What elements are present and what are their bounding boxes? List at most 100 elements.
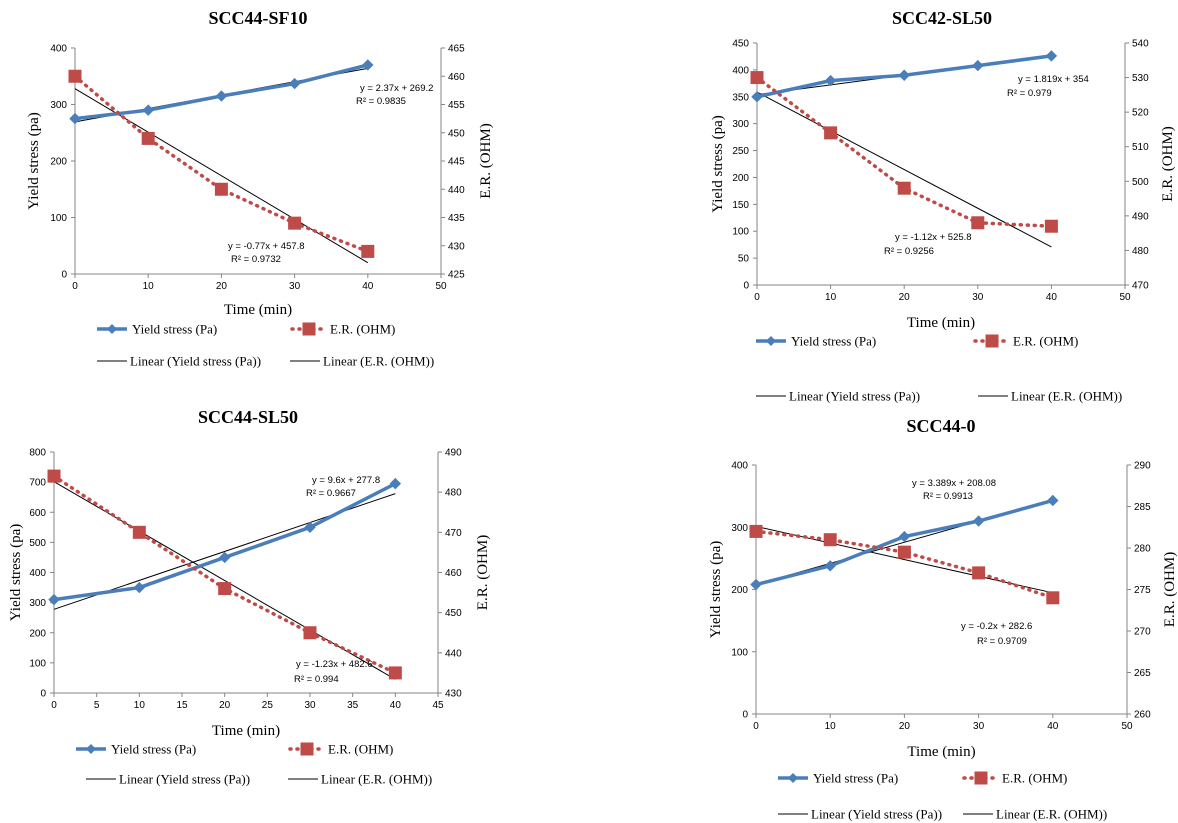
data-point-er [47,469,61,483]
y-axis-label: Yield stress (pa) [26,112,42,209]
x-tick-label: 20 [899,292,911,303]
x-tick-label: 10 [134,700,146,711]
data-point-er [303,626,317,640]
x-tick-label: 25 [262,700,274,711]
data-point-er [824,126,838,140]
y2-tick-label: 460 [445,568,462,579]
trendline-equation: y = -1.23x + 482.6 [296,659,373,670]
trendline-r2: R² = 0.9256 [884,246,934,257]
y2-axis-label: E.R. (OHM) [475,535,491,610]
chart-panel-scc44-0: SCC44-0 0 10 20 30 40 50 0 100 200 300 400 260 265 270… [660,410,1178,823]
y2-tick-label: 470 [445,528,462,539]
data-point-er [1044,219,1058,233]
x-tick-label: 20 [216,281,228,292]
data-point-yield [133,581,146,594]
y2-tick-label: 480 [445,488,462,499]
x-tick-label: 30 [972,292,984,303]
x-tick-label: 40 [1046,292,1058,303]
trendline-r2: R² = 0.9709 [977,636,1027,647]
y2-tick-label: 510 [1132,142,1149,153]
x-tick-label: 30 [304,700,316,711]
data-point-yield [972,515,985,527]
y2-tick-label: 450 [448,128,465,139]
data-point-er [972,566,986,580]
trendline-r2: R² = 0.9732 [231,254,281,265]
y2-axis-label: E.R. (OHM) [1160,126,1176,201]
legend-label-linear-yield: Linear (Yield stress (Pa)) [811,807,942,822]
trendline-r2: R² = 0.979 [1007,88,1052,99]
y2-tick-label: 260 [1134,710,1151,721]
data-point-er [361,244,375,258]
data-point-yield [48,593,60,606]
data-point-yield [750,578,762,591]
y-tick-label: 450 [732,39,749,50]
trendline-er [756,91,1052,248]
y-tick-label: 200 [50,157,67,168]
y2-tick-label: 280 [1134,544,1151,555]
x-axis-label: Time (min) [907,315,975,331]
legend-label-yield: Yield stress (Pa) [132,322,217,337]
data-point-yield [215,90,228,102]
y2-tick-label: 265 [1134,668,1151,679]
x-tick-label: 50 [435,281,447,292]
legend-label-er: E.R. (OHM) [328,742,393,757]
y2-tick-label: 285 [1134,502,1151,513]
chart-panel-scc44-sf10: SCC44-SF10 0 10 20 30 40 50 0 100 200 300 400 425 430… [0,0,560,400]
y2-axis-label: E.R. (OHM) [1162,552,1178,627]
y2-tick-label: 500 [1132,177,1149,188]
data-point-yield [898,530,911,543]
data-point-yield [1047,494,1059,507]
data-point-er [388,666,402,680]
data-point-yield [1045,50,1058,62]
y-axis-label: Yield stress (pa) [710,115,726,212]
y2-tick-label: 430 [448,241,465,252]
trendline-equation: y = 2.37x + 269.2 [360,83,433,94]
legend-label-yield: Yield stress (Pa) [791,334,876,349]
legend-marker-yield [766,336,776,346]
data-point-er [749,524,763,538]
y2-tick-label: 465 [448,44,465,55]
series-line-er [52,474,398,675]
legend-marker-er [302,322,316,336]
trendline-equation: y = 1.819x + 354 [1018,74,1089,85]
y-tick-label: 250 [732,146,749,157]
trendline-r2: R² = 0.9667 [306,488,356,499]
trendline-r2: R² = 0.9835 [356,96,406,107]
y-tick-label: 700 [29,478,46,489]
legend-marker-er [985,334,999,348]
x-tick-label: 5 [94,700,100,711]
data-point-er [897,181,911,195]
y2-tick-label: 480 [1132,246,1149,257]
data-point-er [132,525,146,539]
legend-label-linear-er: Linear (E.R. (OHM)) [996,807,1107,822]
y2-axis-label: E.R. (OHM) [478,123,494,198]
x-tick-label: 10 [825,721,837,732]
y-tick-label: 150 [732,200,749,211]
legend-marker-er [974,771,988,785]
legend-label-yield: Yield stress (Pa) [813,771,898,786]
x-tick-label: 35 [347,700,359,711]
trendline-equation: y = 9.6x + 277.8 [312,475,380,486]
x-tick-label: 50 [1121,721,1133,732]
data-point-yield [824,74,837,87]
data-point-yield [389,477,402,490]
y2-tick-label: 470 [1132,281,1149,292]
y2-tick-label: 440 [448,185,465,196]
y-tick-label: 100 [50,213,67,224]
y2-tick-label: 425 [448,270,465,281]
trendline-equation: y = -0.2x + 282.6 [961,621,1032,632]
y-tick-label: 0 [40,689,46,700]
y-tick-label: 200 [29,628,46,639]
legend-label-linear-er: Linear (E.R. (OHM)) [1011,389,1122,404]
y-tick-label: 500 [29,538,46,549]
y-tick-label: 400 [732,65,749,76]
y-tick-label: 200 [732,173,749,184]
x-axis-label: Time (min) [907,744,975,760]
y-tick-label: 300 [50,100,67,111]
y-tick-label: 200 [731,585,748,596]
y2-tick-label: 490 [1132,211,1149,222]
y-tick-label: 350 [732,92,749,103]
y2-tick-label: 435 [448,213,465,224]
x-tick-label: 45 [432,700,444,711]
x-tick-label: 50 [1119,292,1131,303]
